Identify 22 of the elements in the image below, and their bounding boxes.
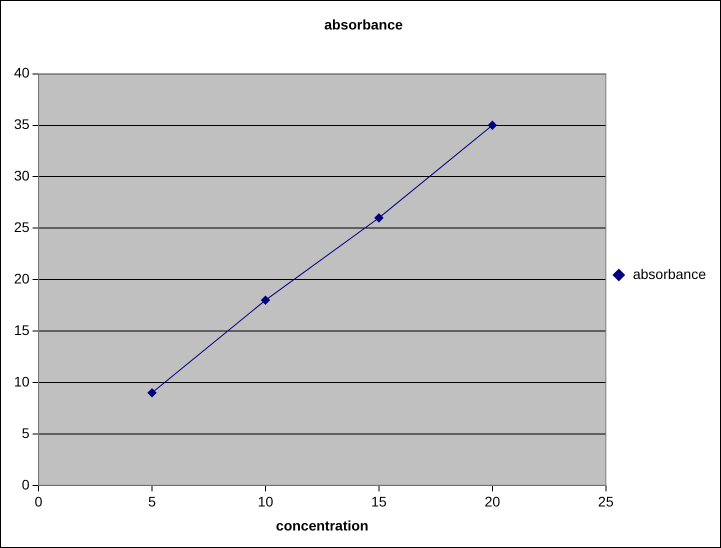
y-tick-label: 5 xyxy=(22,424,30,441)
y-tick-label: 20 xyxy=(14,270,30,286)
point xyxy=(148,388,157,398)
x-tick-label: 20 xyxy=(484,494,500,510)
point xyxy=(260,296,270,305)
x-tick-label: 5 xyxy=(148,494,156,510)
y-tick-label: 15 xyxy=(14,322,30,338)
y-tick-label: 10 xyxy=(14,373,30,390)
y-tick-label: 40 xyxy=(14,64,30,81)
point xyxy=(488,120,497,130)
x-tick-label: 10 xyxy=(258,494,274,510)
y-tick-label: 30 xyxy=(14,168,30,184)
x-axis-title: concentration xyxy=(276,517,368,534)
point xyxy=(374,213,384,222)
chart-title: absorbance xyxy=(324,16,404,32)
y-tick-label: 0 xyxy=(22,476,30,492)
x-tick-label: 15 xyxy=(371,494,387,510)
legend-label: absorbance xyxy=(632,266,706,282)
y-tick-label: 35 xyxy=(14,116,30,132)
x-tick-label: 0 xyxy=(34,494,43,510)
x-tick-label: 25 xyxy=(598,494,614,510)
y-tick-label: 25 xyxy=(14,219,30,236)
